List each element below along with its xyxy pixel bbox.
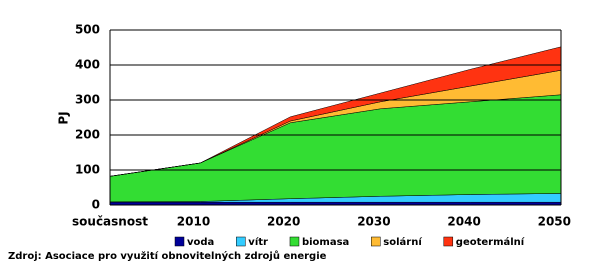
legend-label: geotermální [456,236,525,248]
y-tick-label: 200 [75,128,100,142]
legend-label: biomasa [302,237,349,248]
legend-swatch [289,236,300,247]
source: Zdroj: Asociace pro využití obnovitelnýc… [8,249,327,262]
legend-swatch [174,236,185,247]
y-axis-label: PJ [57,111,71,124]
legend-swatch [371,236,381,247]
x-tick-label: 2050 [538,215,571,229]
x-tick-label: 2020 [267,215,300,229]
x-tick-label: současnost [72,215,148,229]
legend-label: vítr [248,236,268,248]
x-tick-label: 2010 [177,215,210,229]
legend-label: solární [383,236,422,248]
y-tick-label: 300 [75,93,100,107]
x-tick-label: 2030 [357,215,390,229]
legend-swatch [236,236,246,247]
legend-label: voda [187,237,214,248]
x-tick-label: 2040 [447,215,480,229]
y-tick-label: 500 [75,23,100,37]
y-tick-label: 400 [75,58,100,72]
y-tick-label: 0 [92,198,100,212]
legend-swatch [443,236,454,247]
y-tick-label: 100 [75,163,100,177]
